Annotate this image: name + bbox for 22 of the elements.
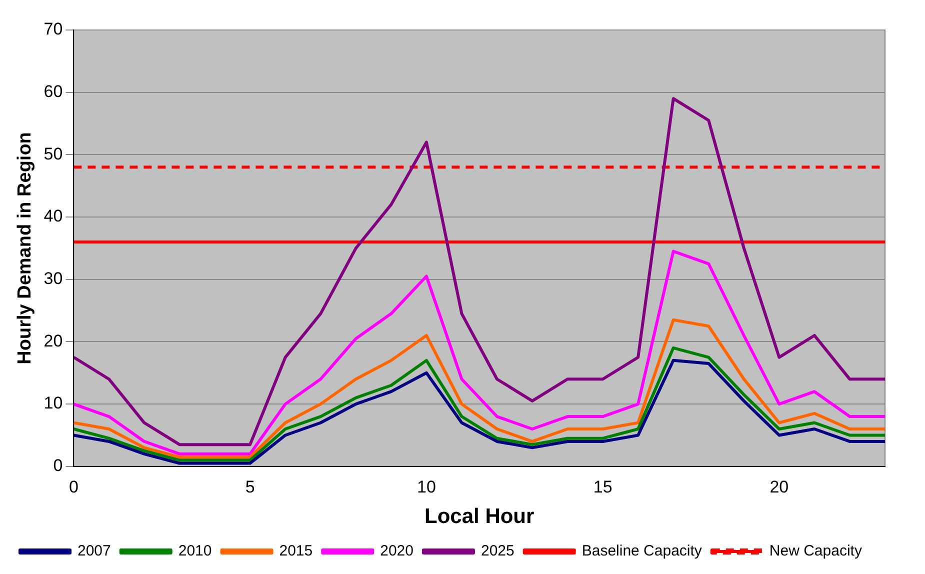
y-tick-label: 70 <box>44 20 63 39</box>
legend-label: 2010 <box>178 542 212 560</box>
y-tick-label: 60 <box>44 82 63 102</box>
x-axis-title: Local Hour <box>424 505 534 528</box>
legend-label: 2007 <box>78 542 111 560</box>
legend-label: 2025 <box>480 542 514 560</box>
x-tick-label: 15 <box>593 477 612 496</box>
legend-label: 2020 <box>380 542 414 560</box>
y-axis-title: Hourly Demand in Region <box>14 132 36 364</box>
y-tick-label: 20 <box>44 331 63 350</box>
y-tick-label: 40 <box>44 206 63 226</box>
x-tick-label: 0 <box>68 477 78 496</box>
x-tick-label: 10 <box>416 477 436 496</box>
x-tick-label: 20 <box>770 477 789 496</box>
legend-label: Baseline Capacity <box>582 542 702 560</box>
legend-label: New Capacity <box>769 542 862 560</box>
x-tick-label: 5 <box>245 477 255 496</box>
y-tick-label: 10 <box>44 394 63 413</box>
y-tick-label: 30 <box>44 269 63 288</box>
y-tick-label: 50 <box>44 144 63 164</box>
legend-label: 2015 <box>279 542 313 560</box>
y-tick-label: 0 <box>53 456 63 476</box>
